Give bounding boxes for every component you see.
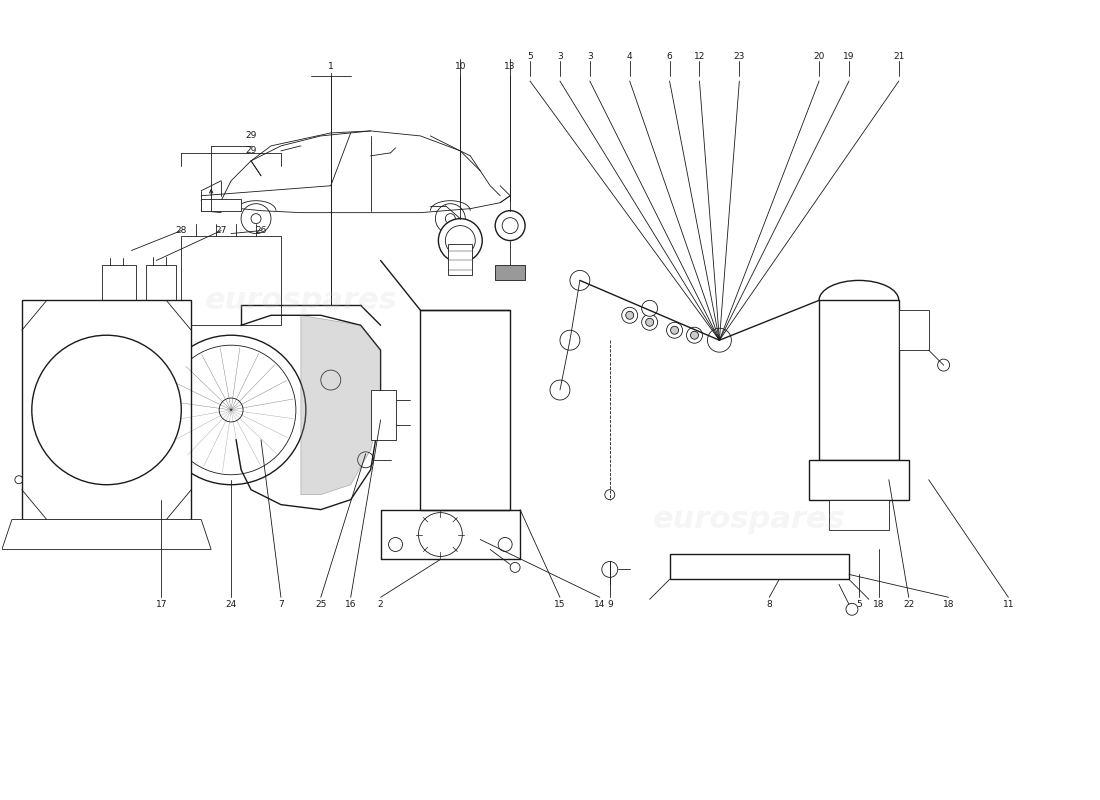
Text: 5: 5: [856, 600, 861, 609]
Bar: [182, 235, 280, 326]
Bar: [495, 266, 525, 281]
Circle shape: [436, 204, 465, 234]
Bar: [899, 310, 928, 350]
Text: 19: 19: [844, 52, 855, 61]
Text: 6: 6: [667, 52, 672, 61]
Text: 23: 23: [734, 52, 745, 61]
Text: 7: 7: [278, 600, 284, 609]
Text: 18: 18: [943, 600, 955, 609]
Circle shape: [846, 603, 858, 615]
Circle shape: [241, 204, 271, 234]
Text: 26: 26: [255, 226, 266, 235]
Circle shape: [550, 380, 570, 400]
Text: 11: 11: [1003, 600, 1014, 609]
Circle shape: [646, 318, 653, 326]
Circle shape: [707, 328, 732, 352]
Text: 4: 4: [627, 52, 632, 61]
Circle shape: [449, 408, 492, 452]
Bar: [420, 310, 510, 510]
Bar: [670, 554, 849, 579]
Text: 5: 5: [527, 52, 532, 61]
Circle shape: [498, 538, 513, 551]
Text: 3: 3: [557, 52, 563, 61]
Circle shape: [418, 513, 462, 557]
Text: 15: 15: [554, 600, 565, 609]
Bar: [371, 390, 396, 440]
Circle shape: [446, 226, 475, 255]
Circle shape: [686, 327, 703, 343]
Circle shape: [446, 214, 455, 224]
Circle shape: [321, 370, 341, 390]
Circle shape: [510, 562, 520, 572]
Bar: [146, 266, 176, 306]
Circle shape: [503, 218, 518, 234]
Text: 10: 10: [454, 62, 466, 70]
Circle shape: [219, 398, 243, 422]
Circle shape: [602, 562, 618, 578]
Text: eurospares: eurospares: [205, 286, 397, 315]
Circle shape: [570, 270, 590, 290]
Circle shape: [439, 218, 482, 262]
Circle shape: [358, 452, 374, 468]
Text: 29: 29: [245, 131, 256, 141]
Circle shape: [671, 326, 679, 334]
Circle shape: [432, 472, 449, 488]
Text: 25: 25: [315, 600, 327, 609]
Text: 9: 9: [607, 600, 613, 609]
Circle shape: [156, 335, 306, 485]
Circle shape: [641, 300, 658, 316]
Text: 22: 22: [903, 600, 914, 609]
Text: 12: 12: [694, 52, 705, 61]
Bar: [101, 266, 136, 310]
Bar: [820, 300, 899, 460]
Circle shape: [937, 359, 949, 371]
Circle shape: [691, 331, 698, 339]
Text: 3: 3: [587, 52, 593, 61]
Circle shape: [641, 314, 658, 330]
Text: 13: 13: [505, 62, 516, 70]
Text: 14: 14: [594, 600, 605, 609]
Text: 18: 18: [873, 600, 884, 609]
Circle shape: [621, 307, 638, 323]
Circle shape: [605, 490, 615, 500]
Bar: [810, 460, 909, 500]
Bar: [829, 500, 889, 530]
Circle shape: [166, 345, 296, 474]
Circle shape: [560, 330, 580, 350]
Text: 21: 21: [893, 52, 904, 61]
Text: 8: 8: [767, 600, 772, 609]
Circle shape: [667, 322, 682, 338]
Text: 28: 28: [176, 226, 187, 235]
Polygon shape: [301, 315, 381, 494]
Circle shape: [626, 311, 634, 319]
Text: 20: 20: [813, 52, 825, 61]
Text: 27: 27: [216, 226, 227, 235]
Polygon shape: [2, 519, 211, 550]
Circle shape: [248, 251, 265, 270]
Circle shape: [206, 265, 217, 277]
Text: 1: 1: [328, 62, 333, 70]
Circle shape: [826, 472, 842, 488]
Circle shape: [495, 210, 525, 241]
Text: 24: 24: [226, 600, 236, 609]
Circle shape: [442, 352, 478, 388]
Bar: [22, 300, 191, 519]
Text: 17: 17: [155, 600, 167, 609]
Text: 16: 16: [345, 600, 356, 609]
Circle shape: [32, 335, 182, 485]
Circle shape: [388, 538, 403, 551]
Circle shape: [830, 555, 848, 574]
Text: 2: 2: [377, 600, 384, 609]
Bar: [449, 243, 472, 275]
Circle shape: [248, 286, 265, 304]
Text: eurospares: eurospares: [653, 505, 846, 534]
Circle shape: [251, 214, 261, 224]
Circle shape: [842, 346, 877, 382]
Text: 29: 29: [245, 146, 256, 155]
Bar: [201, 198, 241, 210]
Circle shape: [15, 476, 23, 484]
